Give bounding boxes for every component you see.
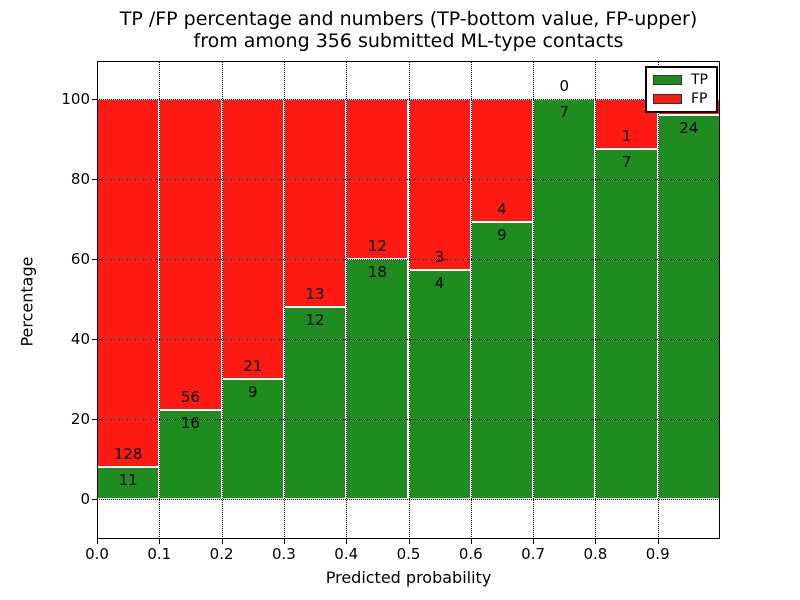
y-tick-label: 100	[61, 90, 90, 108]
bar-segment-fp	[408, 99, 471, 271]
y-tick-label: 0	[80, 490, 90, 508]
tp-color-swatch-icon	[653, 74, 682, 85]
fp-count-label: 4	[497, 200, 507, 219]
y-tick-label: 60	[70, 250, 90, 268]
tp-count-label: 7	[559, 103, 570, 121]
plot-area: 1112816569211213181243947071241	[97, 61, 720, 539]
chart-title-line2: from among 356 submitted ML-type contact…	[193, 30, 624, 52]
x-tick-label: 0.6	[458, 545, 483, 563]
tp-count-label: 16	[180, 414, 200, 433]
x-tick-mark	[470, 539, 472, 544]
x-gridline	[159, 61, 161, 539]
x-gridline	[470, 61, 472, 539]
fp-count-label: 128	[113, 445, 143, 464]
x-gridline	[221, 61, 223, 539]
x-tick-mark	[221, 539, 223, 544]
fp-count-label: 1	[621, 127, 632, 145]
bar-segment-tp	[97, 467, 160, 499]
chart-title-line1: TP /FP percentage and numbers (TP-bottom…	[119, 8, 698, 30]
bar-segment-tp	[346, 259, 409, 499]
y-tick-label: 80	[70, 170, 90, 188]
x-gridline	[657, 61, 659, 539]
x-tick-label: 0.3	[271, 545, 296, 563]
x-tick-label: 0.9	[645, 545, 670, 563]
tp-count-label: 9	[247, 383, 258, 401]
bar-segment-tp	[470, 222, 534, 499]
bar-segment-tp	[595, 149, 658, 499]
legend: TP FP	[645, 66, 718, 113]
bar-segment-tp	[159, 410, 222, 499]
bar-segment-tp	[408, 270, 471, 499]
bar-segment-tp	[657, 115, 720, 499]
tp-count-label: 24	[679, 119, 699, 137]
x-tick-label: 0.7	[521, 545, 546, 563]
x-tick-label: 0.2	[209, 545, 234, 563]
fp-count-label: 12	[367, 237, 387, 255]
x-tick-mark	[595, 539, 597, 544]
fp-count-label: 3	[434, 248, 445, 267]
fp-count-label: 13	[305, 285, 325, 303]
y-tick-mark	[92, 499, 97, 500]
x-tick-mark	[657, 539, 659, 544]
x-tick-label: 0.8	[583, 545, 608, 563]
y-tick-mark	[92, 419, 97, 420]
legend-label-fp: FP	[691, 91, 708, 108]
tp-count-label: 4	[434, 274, 445, 293]
x-gridline	[283, 61, 285, 539]
legend-entry-fp: FP	[653, 92, 710, 106]
x-gridline	[595, 61, 597, 539]
x-tick-label: 0.4	[334, 545, 359, 563]
y-tick-mark	[92, 179, 97, 180]
x-axis-label: Predicted probability	[325, 568, 492, 587]
x-tick-mark	[408, 539, 410, 544]
tp-count-label: 9	[497, 226, 507, 245]
y-tick-label: 20	[70, 410, 90, 428]
fp-count-label: 21	[243, 357, 263, 375]
fp-count-label: 0	[559, 77, 570, 95]
tp-count-label: 18	[367, 263, 387, 281]
chart-title: TP /FP percentage and numbers (TP-bottom…	[97, 8, 720, 52]
x-tick-mark	[533, 539, 535, 544]
x-tick-mark	[97, 539, 98, 544]
x-gridline	[408, 61, 410, 539]
bar-segment-fp	[283, 99, 347, 307]
y-axis-label: Percentage	[17, 256, 37, 347]
legend-label-tp: TP	[691, 71, 708, 88]
x-gridline	[533, 61, 535, 539]
y-tick-mark	[92, 259, 97, 260]
y-tick-label: 40	[70, 330, 90, 348]
fp-color-swatch-icon	[653, 94, 682, 105]
y-tick-mark	[92, 339, 97, 340]
x-tick-mark	[159, 539, 161, 544]
x-tick-label: 0.1	[147, 545, 172, 563]
bar-segment-fp	[221, 99, 284, 379]
x-gridline	[346, 61, 348, 539]
bar-segment-fp	[159, 99, 222, 411]
tp-count-label: 11	[118, 471, 138, 490]
x-tick-mark	[283, 539, 285, 544]
x-tick-label: 0.0	[85, 545, 109, 563]
bar-segment-tp	[283, 307, 347, 499]
y-tick-mark	[92, 99, 97, 100]
bar-segment-fp	[97, 99, 160, 468]
x-tick-mark	[346, 539, 348, 544]
tp-count-label: 12	[305, 311, 325, 329]
bar-segment-tp	[533, 99, 596, 499]
x-tick-label: 0.5	[396, 545, 421, 563]
legend-entry-tp: TP	[653, 73, 710, 87]
tp-count-label: 7	[621, 153, 632, 171]
fp-count-label: 56	[180, 388, 200, 407]
